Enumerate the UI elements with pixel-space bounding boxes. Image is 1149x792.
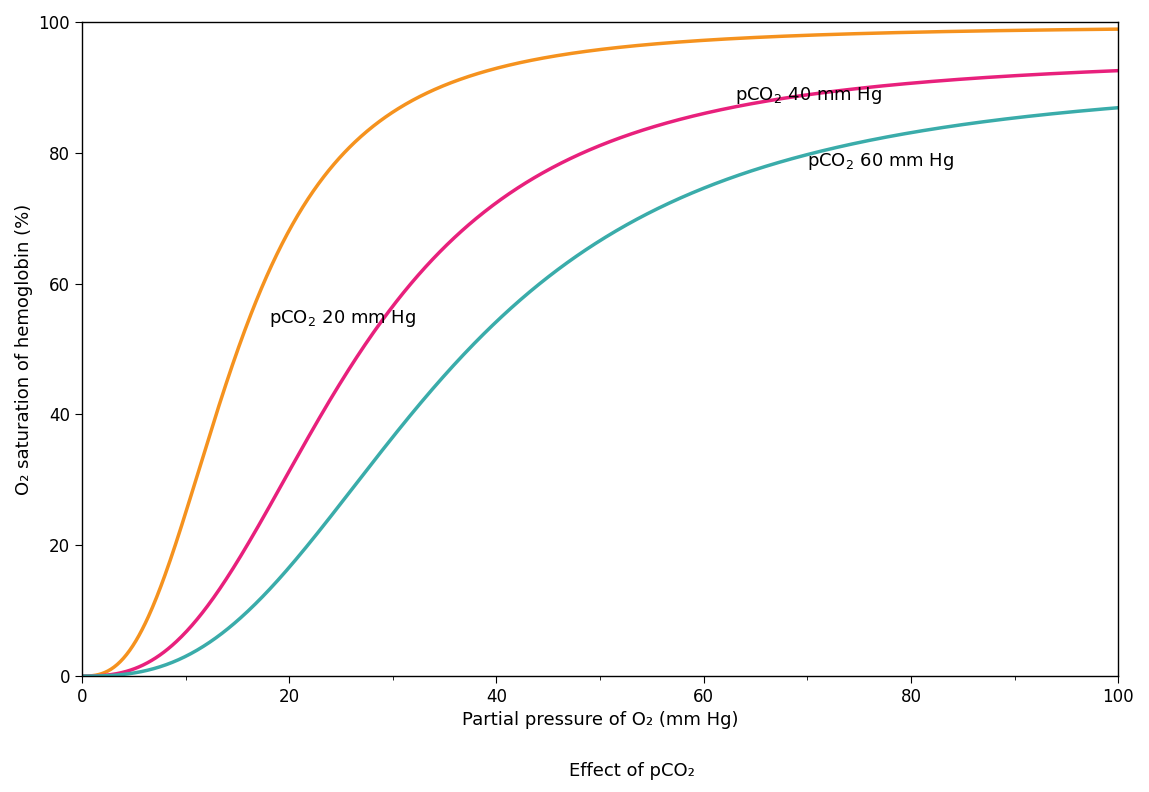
X-axis label: Partial pressure of O₂ (mm Hg): Partial pressure of O₂ (mm Hg) — [462, 711, 739, 729]
Text: pCO$_2$ 60 mm Hg: pCO$_2$ 60 mm Hg — [808, 151, 955, 172]
Y-axis label: O₂ saturation of hemoglobin (%): O₂ saturation of hemoglobin (%) — [15, 204, 33, 495]
Text: pCO$_2$ 20 mm Hg: pCO$_2$ 20 mm Hg — [269, 308, 416, 329]
Text: Effect of pCO₂: Effect of pCO₂ — [569, 762, 695, 780]
Text: pCO$_2$ 40 mm Hg: pCO$_2$ 40 mm Hg — [735, 86, 882, 106]
